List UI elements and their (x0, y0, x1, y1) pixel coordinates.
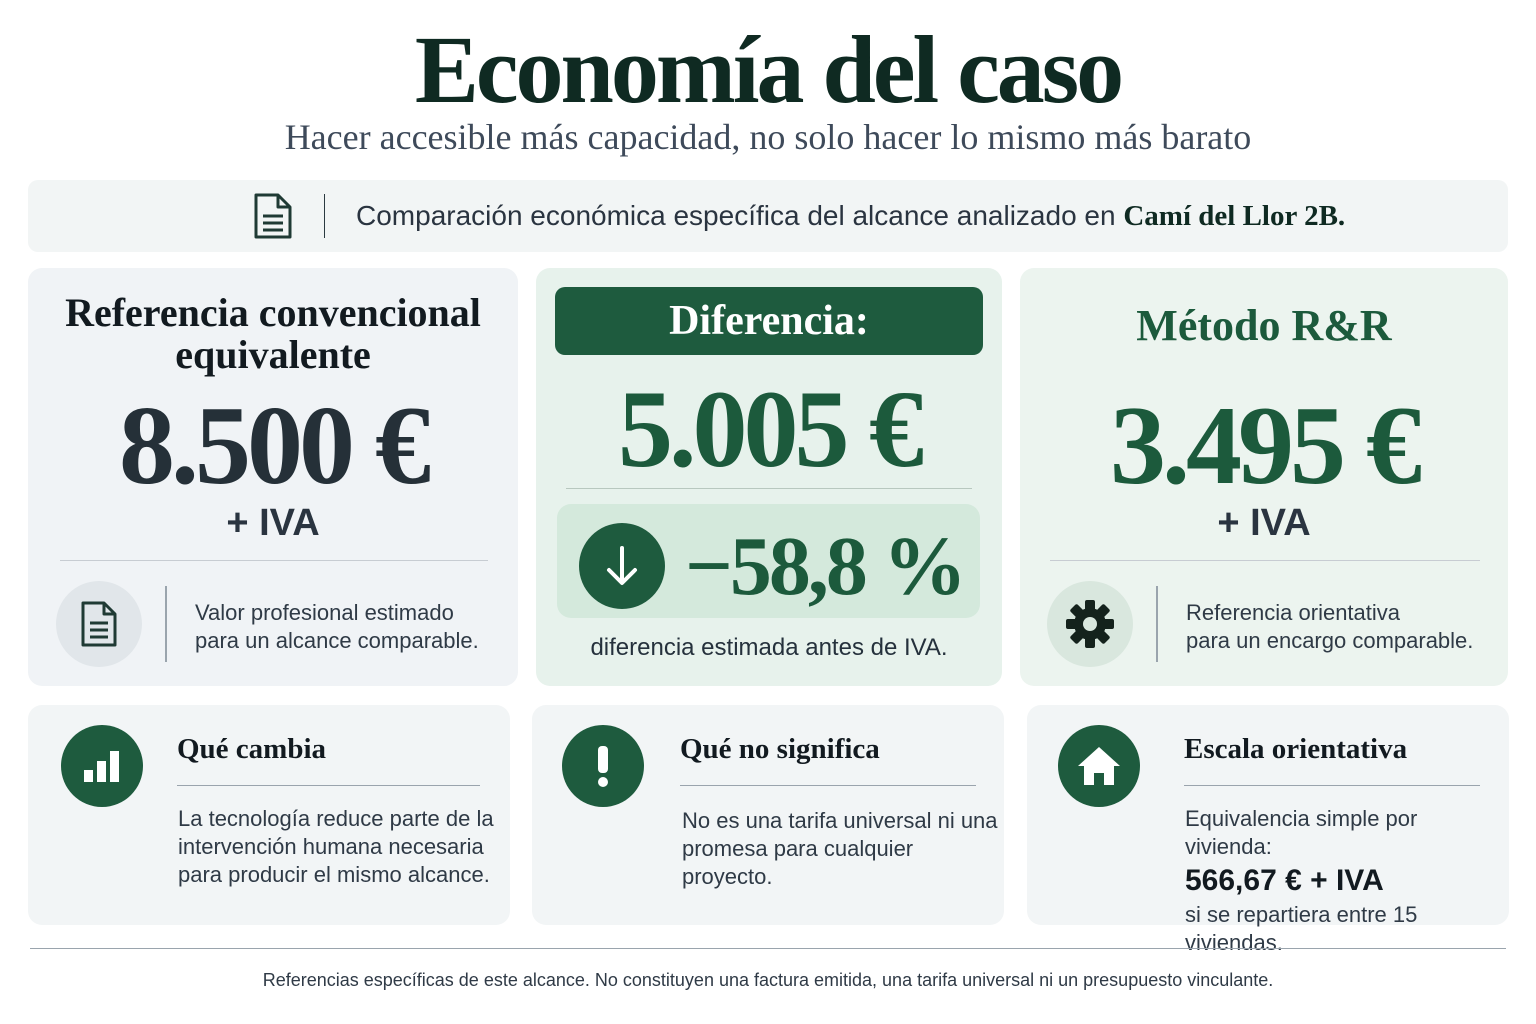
arrow-down-icon (579, 523, 665, 609)
card-text: No es una tarifa universal ni una promes… (682, 807, 1004, 891)
what-it-does-not-mean-card: Qué no significa No es una tarifa univer… (532, 705, 1004, 925)
note-line: para un alcance comparable. (195, 628, 479, 653)
tax-label: + IVA (226, 502, 320, 544)
info-text-body: Comparación económica específica del alc… (356, 200, 1124, 231)
document-icon (254, 193, 292, 239)
text-line: promesa para cualquier proyecto. (682, 836, 914, 889)
text-line: si se repartiera entre 15 viviendas. (1185, 902, 1418, 955)
page-title: Economía del caso (414, 16, 1124, 123)
note-line: Referencia orientativa (1186, 600, 1401, 625)
page-subtitle: Hacer accesible más capacidad, no solo h… (284, 117, 1252, 157)
tax-label: + IVA (1217, 502, 1311, 544)
divider (1156, 586, 1158, 662)
info-highlight: Camí del Llor 2B. (1123, 200, 1346, 232)
note-line: para un encargo comparable. (1186, 628, 1474, 653)
note-line: Valor profesional estimado (195, 600, 454, 625)
divider (1050, 560, 1480, 561)
divider (60, 560, 488, 561)
scale-card: Escala orientativa Equivalencia simple p… (1027, 705, 1509, 955)
what-changes-card: Qué cambia La tecnología reduce parte de… (28, 705, 510, 925)
divider (324, 194, 325, 238)
document-icon (56, 581, 142, 667)
text-line: Equivalencia simple por vivienda: (1185, 806, 1418, 859)
divider (680, 785, 976, 786)
info-bar: Comparación económica específica del alc… (28, 180, 1508, 252)
conventional-note: Valor profesional estimado para un alcan… (195, 599, 479, 655)
divider (165, 586, 167, 662)
percent-box: −58,8 % (557, 504, 980, 618)
rr-method-card: 3.495 € + IVA Referencia orientativa par… (1020, 268, 1508, 686)
difference-header: Diferencia: (555, 287, 983, 355)
card-text: Equivalencia simple por vivienda: 566,67… (1185, 805, 1509, 957)
footer-disclaimer: Referencias específicas de este alcance.… (262, 970, 1274, 990)
difference-amount: 5.005 € (618, 368, 924, 490)
card-title: Escala orientativa (1184, 733, 1408, 765)
text-line: para producir el mismo alcance. (178, 862, 490, 887)
bar-chart-icon (61, 725, 143, 807)
divider (30, 948, 1506, 949)
gear-icon (1047, 581, 1133, 667)
conventional-amount: 8.500 € (119, 384, 431, 508)
house-icon (1058, 725, 1140, 807)
difference-note: diferencia estimada antes de IVA. (590, 634, 948, 661)
conventional-reference-card: Referencia convencional equivalente 8.50… (28, 268, 518, 686)
info-text: Comparación económica específica del alc… (356, 200, 1345, 233)
rr-amount: 3.495 € (1110, 384, 1422, 508)
divider (566, 488, 972, 489)
rr-title: Método R&R (1136, 301, 1392, 350)
rr-note: Referencia orientativa para un encargo c… (1186, 599, 1473, 655)
divider (177, 785, 480, 786)
text-line: No es una tarifa universal ni una (682, 808, 998, 833)
text-line: La tecnología reduce parte de la (178, 806, 494, 831)
percent-value: −58,8 % (685, 520, 967, 613)
exclamation-icon (562, 725, 644, 807)
card-title: Qué no significa (680, 733, 880, 765)
per-home-amount: 566,67 € + IVA (1185, 864, 1384, 897)
card-title: Qué cambia (177, 733, 327, 765)
card-title: Referencia convencional equivalente (65, 290, 481, 377)
card-text: La tecnología reduce parte de la interve… (178, 805, 494, 889)
text-line: intervención humana necesaria (178, 834, 484, 859)
divider (1184, 785, 1480, 786)
